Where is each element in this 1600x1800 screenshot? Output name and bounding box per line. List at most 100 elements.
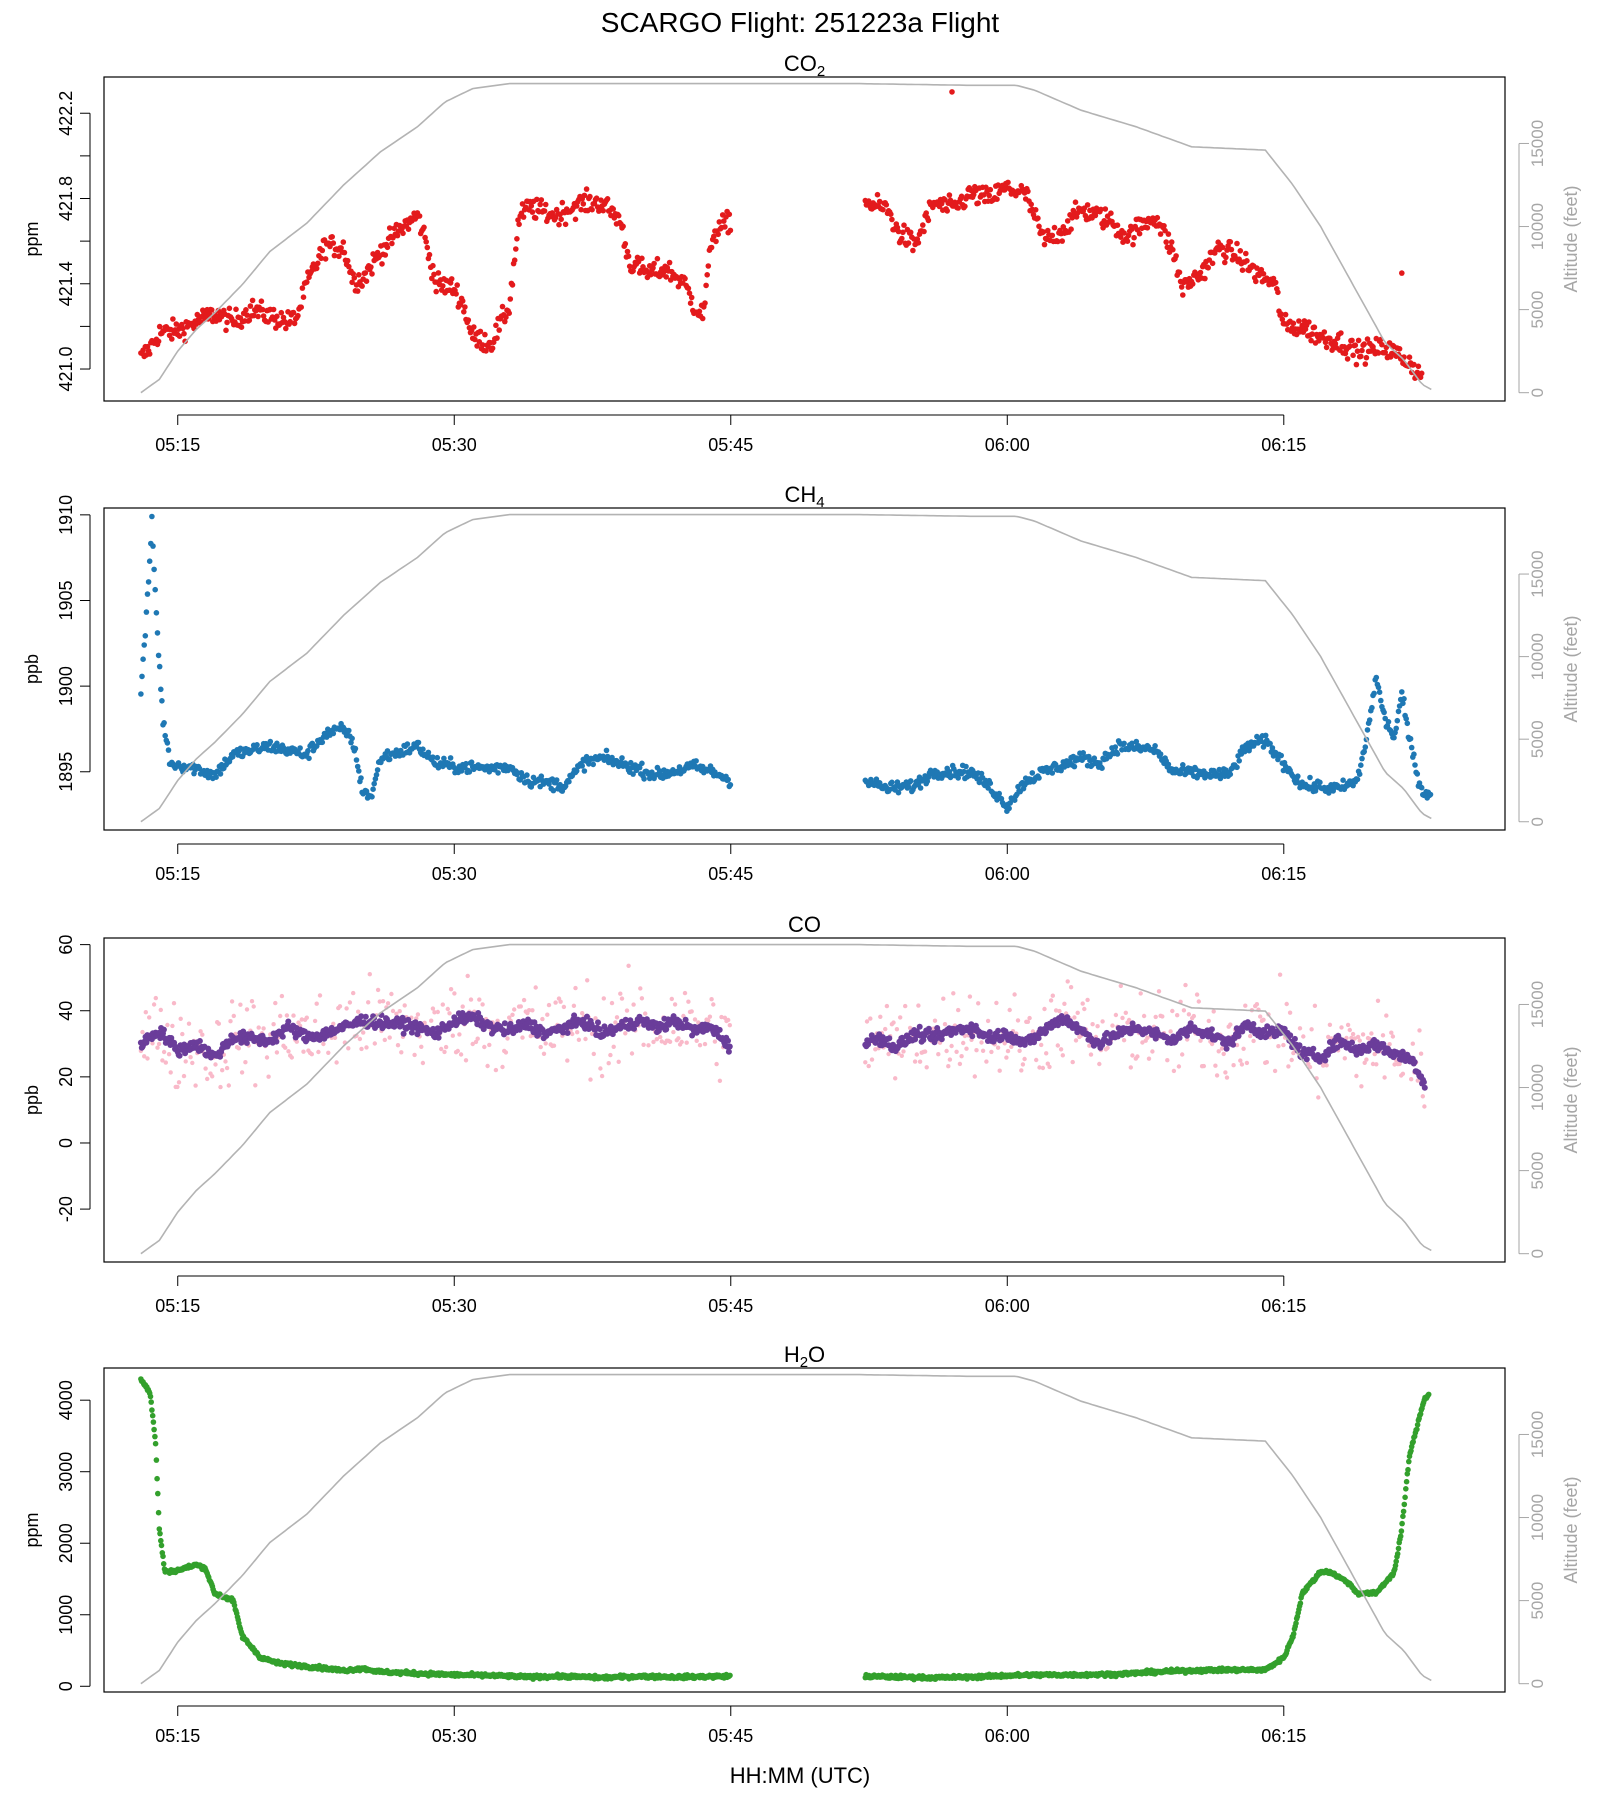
data-point [1208,1026,1215,1033]
data-point-raw [435,1009,440,1015]
data-point-raw [1027,1015,1032,1021]
data-point-raw [1180,1052,1185,1057]
data-point-raw [366,1000,371,1005]
data-point-raw [976,1001,981,1006]
data-point [1279,316,1286,323]
data-point-raw [205,1076,210,1082]
data-point-raw [452,991,457,996]
data-point [1385,719,1392,725]
altitude-tick-label: 10000 [1528,203,1547,250]
data-point-raw [210,1074,215,1079]
data-point-raw [229,999,235,1004]
data-point-raw [922,1049,928,1054]
data-point-raw [629,1051,635,1056]
data-point-raw [190,1060,195,1066]
data-point [472,336,478,343]
data-point [379,261,385,267]
y-axis-label: ppm [22,221,42,256]
data-point-raw [147,1015,152,1020]
data-point [1005,179,1011,186]
data-point-raw [1272,1068,1278,1074]
data-point [338,245,344,251]
data-point [440,283,446,289]
data-point [459,298,466,304]
data-point [468,759,475,765]
data-point [1358,353,1364,360]
data-point-raw [1012,992,1017,997]
data-point-raw [916,1003,921,1008]
data-point [962,203,968,210]
data-point-raw [936,1052,941,1057]
data-point-raw [672,1002,678,1007]
data-point [1236,256,1242,263]
data-point [150,1419,157,1425]
data-point-raw [1382,1075,1387,1080]
data-point-raw [558,999,563,1004]
data-point-raw [1244,1060,1250,1066]
data-point-raw [1284,1001,1289,1007]
data-point-raw [457,1032,462,1037]
data-point-raw [1359,1084,1364,1089]
data-point [975,200,981,206]
data-point-raw [1175,1013,1180,1018]
data-point [1406,354,1413,361]
data-point [1310,1045,1317,1052]
data-point [160,1026,167,1033]
data-point [699,315,706,322]
data-point-raw [359,1046,364,1052]
data-point-raw [239,1070,245,1075]
data-point [528,203,535,209]
data-point [880,206,886,213]
data-point [938,200,945,207]
data-point [1236,758,1242,764]
data-point [144,591,151,597]
data-point [493,322,499,329]
data-point-raw [570,1031,575,1037]
data-point [170,316,176,322]
data-point-raw [972,1074,977,1079]
data-point-raw [188,1055,193,1060]
data-point [1124,238,1131,244]
data-point-raw [1238,1058,1243,1063]
data-point-raw [1276,1044,1281,1049]
data-point-raw [1206,1018,1212,1024]
data-point [994,196,1000,202]
data-point [1040,229,1047,235]
data-point [1152,743,1158,749]
data-point [513,246,519,252]
y-tick-label: 60 [56,935,76,955]
data-point [1098,206,1104,213]
data-point-raw [903,1003,908,1009]
data-point [947,197,954,204]
data-point [1118,234,1124,240]
data-point-raw [1020,1062,1026,1067]
data-point-raw [289,1055,294,1060]
data-point-raw [1350,1031,1356,1037]
data-point-raw [1156,989,1162,994]
data-point [1415,363,1422,370]
data-point-raw [946,1064,951,1069]
data-point-raw [599,1073,605,1079]
data-point-raw [389,991,394,997]
data-point [969,1033,976,1040]
data-point-raw [244,1007,250,1012]
data-point [895,228,902,235]
data-point-raw [883,1026,888,1032]
data-point [474,343,480,349]
data-point [363,278,370,285]
data-point [583,186,590,192]
data-point-raw [1194,992,1200,997]
data-point [579,763,585,769]
data-point [1349,1039,1355,1046]
data-point [886,1035,893,1042]
data-point-raw [415,1012,421,1017]
data-point [1338,330,1344,336]
data-point-raw [573,985,578,991]
data-point-raw [866,1063,871,1069]
data-point-raw [1264,1060,1270,1065]
data-point [1180,292,1186,298]
data-point-raw [1039,1042,1044,1048]
data-point [1404,720,1411,727]
data-point-raw [707,1014,713,1019]
data-point-raw [279,993,285,999]
